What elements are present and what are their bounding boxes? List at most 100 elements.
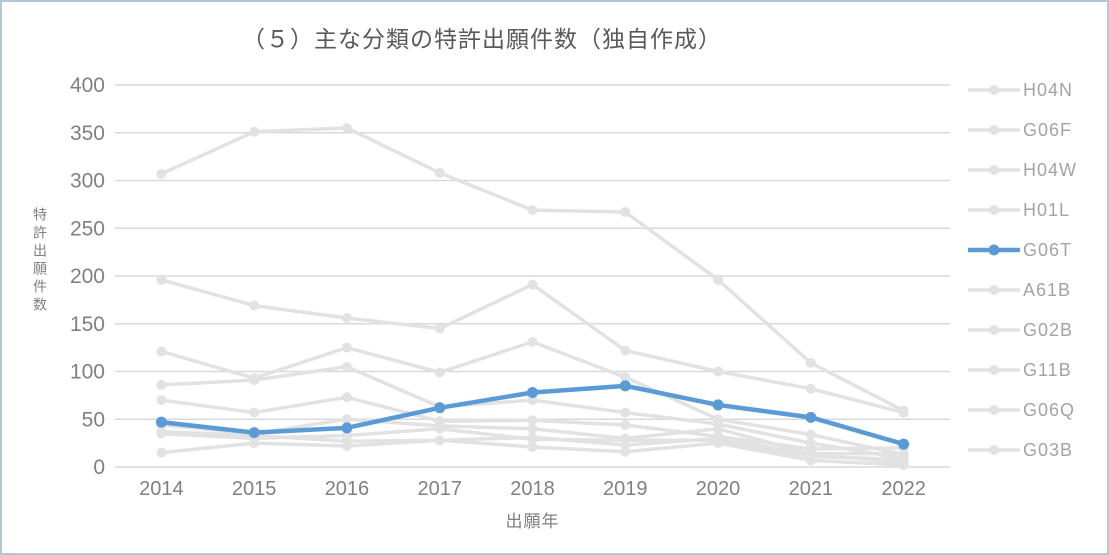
legend-swatch-G03B — [968, 445, 1020, 455]
x-tick-label: 2017 — [417, 478, 462, 500]
legend-label-G06F: G06F — [1023, 119, 1073, 140]
legend-label-H04W: H04W — [1023, 159, 1078, 180]
y-tick-label: 150 — [70, 313, 105, 336]
series-point-G06F — [620, 345, 631, 356]
legend-swatch-G06F — [968, 125, 1020, 135]
legend-item-H04W: H04W — [968, 150, 1093, 190]
series-point-G03B — [620, 446, 631, 457]
series-point-H01L — [156, 379, 167, 390]
chart-legend: H04N G06F H04W H01L G06T A61B G02B G11B G06Q G03B — [968, 70, 1093, 470]
y-tick-label: 250 — [70, 217, 105, 240]
series-point-H04N — [805, 357, 816, 368]
series-point-H04W — [805, 429, 816, 440]
x-tick-label: 2019 — [603, 478, 648, 500]
series-point-A61B — [341, 392, 352, 403]
legend-label-G11B: G11B — [1023, 359, 1072, 380]
series-point-H01L — [341, 361, 352, 372]
series-point-G06T — [248, 427, 260, 439]
series-point-G06T — [805, 411, 817, 423]
legend-item-G06F: G06F — [968, 110, 1093, 150]
series-point-G02B — [527, 423, 538, 434]
series-point-G06F — [527, 279, 538, 290]
series-point-G06Q — [527, 434, 538, 445]
series-point-G03B — [713, 438, 724, 449]
x-tick-label: 2014 — [139, 478, 184, 500]
series-point-G02B — [341, 414, 352, 425]
legend-label-H04N: H04N — [1023, 79, 1074, 100]
legend-item-G06Q: G06Q — [968, 390, 1093, 430]
series-point-G03B — [527, 441, 538, 452]
x-tick-label: 2022 — [881, 478, 926, 500]
series-point-A61B — [156, 395, 167, 406]
legend-marker — [989, 325, 999, 335]
series-point-G06Q — [156, 428, 167, 439]
series-point-G03B — [434, 435, 445, 446]
x-tick-label: 2015 — [232, 478, 277, 500]
legend-swatch-G06Q — [968, 405, 1020, 415]
legend-swatch-G06T — [968, 244, 1020, 256]
series-point-A61B — [620, 419, 631, 430]
series-point-G06T — [527, 387, 538, 399]
series-point-H04N — [156, 168, 167, 179]
y-tick-label: 400 — [70, 74, 105, 97]
series-point-G06T — [619, 380, 631, 392]
series-point-H01L — [527, 395, 538, 406]
series-point-G06F — [898, 407, 909, 418]
series-point-G06F — [156, 274, 167, 285]
series-point-H04N — [713, 274, 724, 285]
series-point-H04N — [434, 167, 445, 178]
series-point-G06Q — [620, 435, 631, 446]
series-point-H04N — [249, 126, 260, 137]
y-tick-label: 0 — [93, 456, 105, 479]
series-point-G06F — [249, 300, 260, 311]
legend-marker — [989, 445, 999, 455]
legend-marker — [989, 205, 999, 215]
x-tick-label: 2021 — [789, 478, 834, 500]
series-point-G03B — [249, 438, 260, 449]
legend-marker — [989, 285, 999, 295]
series-point-G03B — [156, 447, 167, 458]
y-tick-label: 100 — [70, 361, 105, 384]
legend-item-H01L: H01L — [968, 190, 1093, 230]
series-point-A61B — [249, 407, 260, 418]
x-tick-label: 2020 — [696, 478, 741, 500]
x-tick-label: 2018 — [510, 478, 555, 500]
series-point-H04W — [434, 367, 445, 378]
series-point-G03B — [898, 460, 909, 471]
legend-marker — [989, 125, 999, 135]
series-point-G02B — [713, 423, 724, 434]
series-point-G06F — [805, 383, 816, 394]
legend-label-G02B: G02B — [1023, 319, 1074, 340]
series-point-H04N — [620, 207, 631, 218]
x-tick-label: 2016 — [325, 478, 370, 500]
series-point-H04W — [156, 346, 167, 357]
legend-swatch-H01L — [968, 205, 1020, 215]
legend-marker — [988, 244, 1000, 256]
legend-marker — [989, 85, 999, 95]
series-line-H04N — [159, 126, 906, 413]
series-point-G06T — [898, 438, 910, 450]
series-point-G03B — [805, 455, 816, 466]
series-point-G06T — [434, 402, 446, 414]
y-tick-label: 200 — [70, 265, 105, 288]
legend-marker — [989, 165, 999, 175]
legend-item-G03B: G03B — [968, 430, 1093, 470]
series-point-H04N — [527, 205, 538, 216]
legend-item-G02B: G02B — [968, 310, 1093, 350]
legend-swatch-H04N — [968, 85, 1020, 95]
series-point-A61B — [527, 415, 538, 426]
legend-swatch-G02B — [968, 325, 1020, 335]
series-point-H01L — [620, 407, 631, 418]
series-point-G06F — [713, 366, 724, 377]
chart-title: （５）主な分類の特許出願件数（独自作成） — [242, 26, 722, 52]
series-point-G06Q — [341, 430, 352, 441]
legend-item-A61B: A61B — [968, 270, 1093, 310]
x-axis-title: 出願年 — [505, 512, 560, 531]
legend-label-H01L: H01L — [1023, 199, 1071, 220]
legend-label-A61B: A61B — [1023, 279, 1072, 300]
legend-swatch-G11B — [968, 365, 1020, 375]
legend-label-G06T: G06T — [1023, 239, 1073, 260]
legend-label-G03B: G03B — [1023, 439, 1074, 460]
legend-swatch-H04W — [968, 165, 1020, 175]
